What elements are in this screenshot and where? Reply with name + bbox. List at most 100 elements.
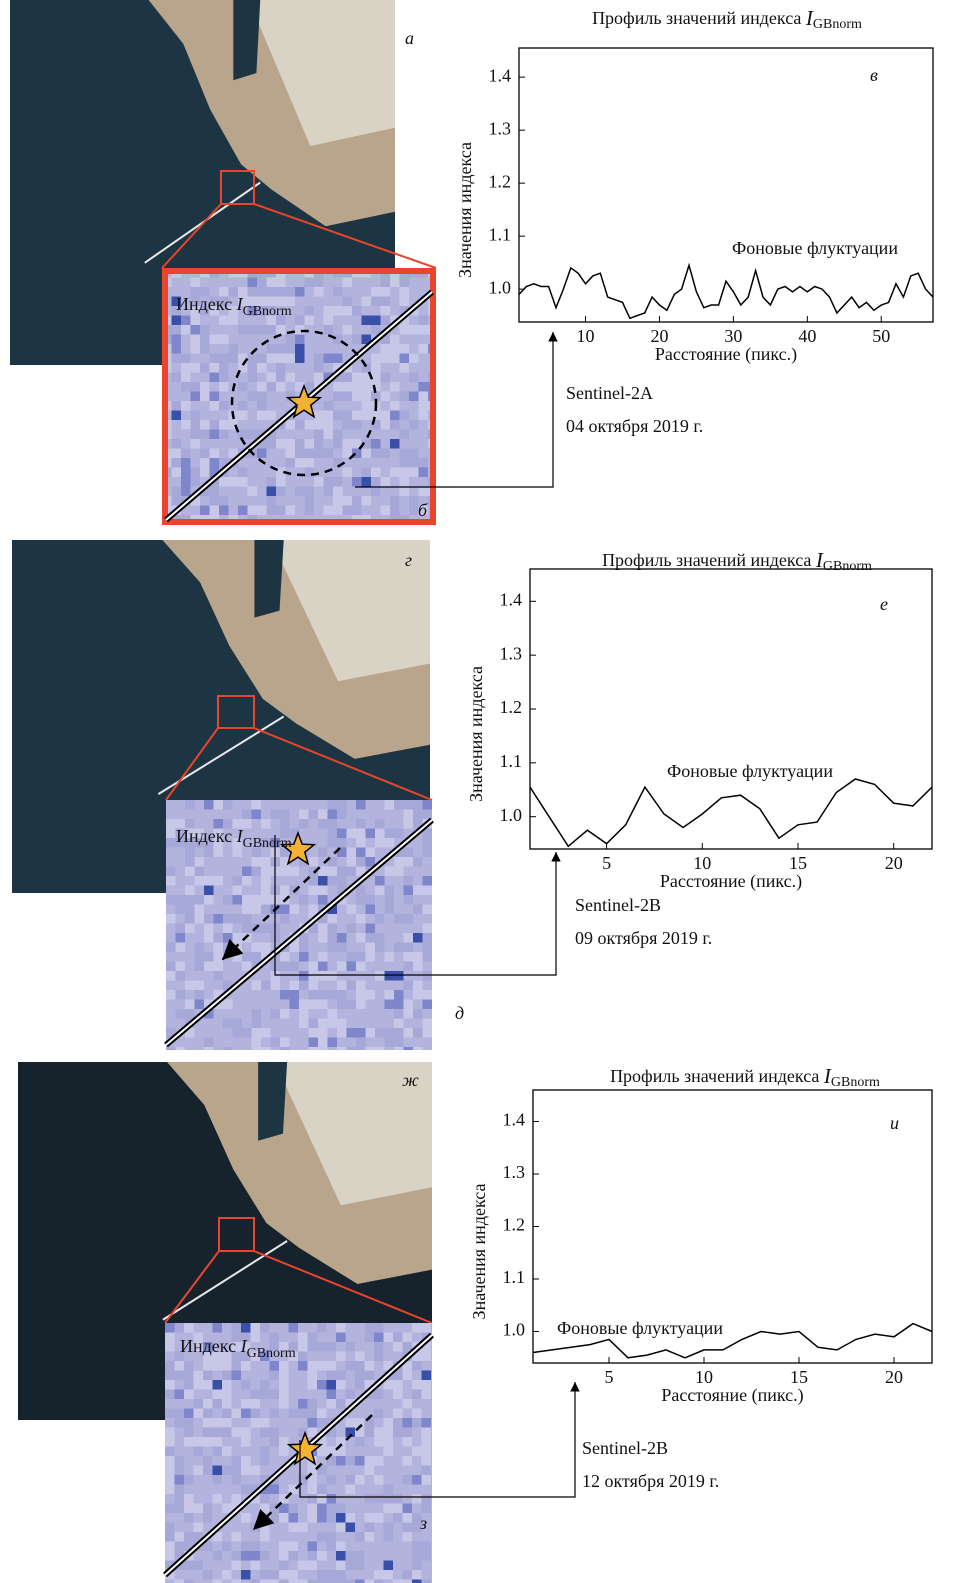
inset-pixel [374,1570,384,1580]
inset-pixel [421,1579,431,1583]
inset-pixel [228,287,238,297]
zoom-line [164,1250,220,1324]
inset-pixel [326,1513,336,1523]
inset-pixel [241,1465,251,1475]
inset-pixel [289,866,299,876]
inset-pixel [223,999,233,1009]
inset-pixel [412,1551,422,1561]
inset-pixel [269,1513,279,1523]
inset-pixel [266,315,276,325]
inset-pixel [279,1446,289,1456]
inset-pixel [200,306,210,316]
inset-pixel [238,467,248,477]
x-tick-label: 10 [577,326,595,346]
inset-pixel [193,1465,203,1475]
x-tick-label: 20 [650,326,668,346]
profile-line [529,778,933,848]
inset-pixel [375,1028,385,1038]
inset-pixel [181,467,191,477]
inset-pixel [231,1465,241,1475]
inset-pixel [289,990,299,1000]
inset-pixel [390,505,400,515]
inset-pixel [314,277,324,287]
inset-pixel [251,1047,261,1050]
inset-pixel [181,372,191,382]
inset-pixel [295,486,305,496]
inset-pixel [413,800,423,810]
chart-title-symbol: I [823,1064,832,1088]
inset-pixel [219,287,229,297]
inset-pixel [266,477,276,487]
inset-pixel [228,420,238,430]
inset-pixel [333,382,343,392]
inset-pixel [390,382,400,392]
inset-pixel [421,1389,431,1399]
inset-pixel [304,486,314,496]
inset-pixel [402,1418,412,1428]
inset-pixel [337,866,347,876]
inset-pixel [355,1579,365,1583]
inset-label: Индекс IGBnorm [176,294,292,319]
inset-pixel [364,1513,374,1523]
inset-pixel [257,363,267,373]
inset-pixel [257,410,267,420]
inset-pixel [209,458,219,468]
inset-pixel [288,1551,298,1561]
inset-pixel [212,1446,222,1456]
inset-pixel [194,952,204,962]
inset-pixel [165,1437,175,1447]
inset-pixel [174,1389,184,1399]
inset-pixel [288,1579,298,1583]
inset-pixel [336,1456,346,1466]
inset-pixel [346,847,356,857]
inset-pixel [342,448,352,458]
star [285,383,323,419]
inset-pixel [298,1342,308,1352]
inset-pixel [418,458,428,468]
inset-pixel [194,828,204,838]
inset-pixel [355,1418,365,1428]
inset-label-text: Индекс [176,826,232,846]
inset-pixel [409,420,419,430]
inset-pixel [269,1389,279,1399]
inset-pixel [307,1418,317,1428]
inset-pixel [409,353,419,363]
inset-pixel [165,1446,175,1456]
inset-pixel [247,363,257,373]
inset-pixel [238,410,248,420]
inset-pixel [380,477,390,487]
inset-pixel [194,866,204,876]
inset-pixel [307,1342,317,1352]
inset-pixel [185,1028,195,1038]
inset-pixel [364,1323,374,1333]
inset-pixel [318,971,328,981]
inset-pixel [422,809,432,819]
inset-pixel [356,914,366,924]
inset-pixel [345,1522,355,1532]
inset-pixel [333,458,343,468]
inset-pixel [318,999,328,1009]
inset-pixel [204,1009,214,1019]
inset-pixel [231,1332,241,1342]
inset-pixel [412,1361,422,1371]
inset-pixel [209,429,219,439]
inset-pixel [165,1465,175,1475]
inset-pixel [266,382,276,392]
inset-pixel [171,496,181,506]
inset-pixel [232,885,242,895]
inset-pixel [190,467,200,477]
inset-pixel [399,353,409,363]
inset-pixel [241,1332,251,1342]
inset-pixel [346,961,356,971]
inset-pixel [242,1028,252,1038]
inset-pixel [314,372,324,382]
inset-pixel [174,1418,184,1428]
inset-pixel [371,477,381,487]
inset-pixel [318,819,328,829]
panel-letter: е [880,594,888,614]
inset-pixel [174,1503,184,1513]
inset-pixel [165,1503,175,1513]
inset-pixel [279,1513,289,1523]
x-tick-label: 10 [695,1367,713,1387]
inset-pixel [269,1503,279,1513]
